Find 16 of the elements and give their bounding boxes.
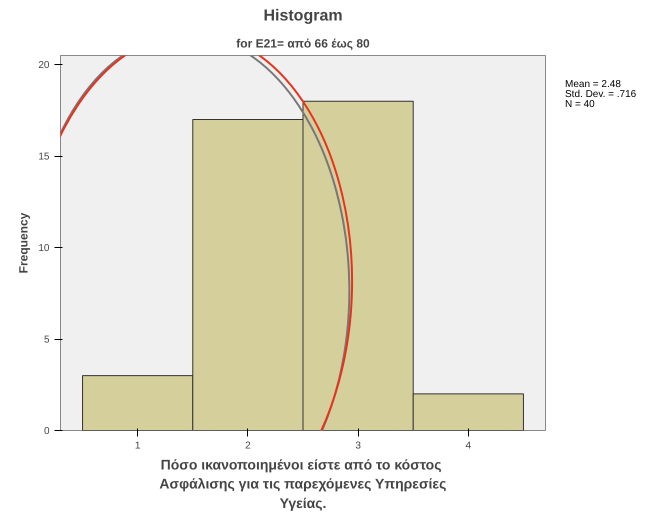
chart-title: Histogram xyxy=(263,8,343,24)
text: Mean = 2.48 xyxy=(565,79,621,90)
x-tick-label: 1 xyxy=(134,440,141,452)
y-axis-title: Frequency xyxy=(16,212,30,274)
text: Std. Dev. = .716 xyxy=(565,89,636,100)
y-tick-label: 10 xyxy=(38,243,50,254)
x-tick-label: 3 xyxy=(355,440,362,452)
y-tick-label: 0 xyxy=(44,426,50,437)
x-axis-title: Πόσο ικανοποιημένοι είστε από το κόστος Ασφάλισης για τις παρεχόμενες Υπηρεσίες Υγείας. xyxy=(159,456,446,511)
text: N = 40 xyxy=(565,99,595,110)
x-tick-label: 4 xyxy=(466,440,472,452)
y-tick-label: 20 xyxy=(38,60,50,72)
x-tick-label: 2 xyxy=(245,440,252,452)
chart-subtitle: for E21= από 66 έως 80 xyxy=(236,36,370,50)
y-tick-label: 15 xyxy=(38,152,50,163)
y-tick-label: 5 xyxy=(44,334,50,346)
